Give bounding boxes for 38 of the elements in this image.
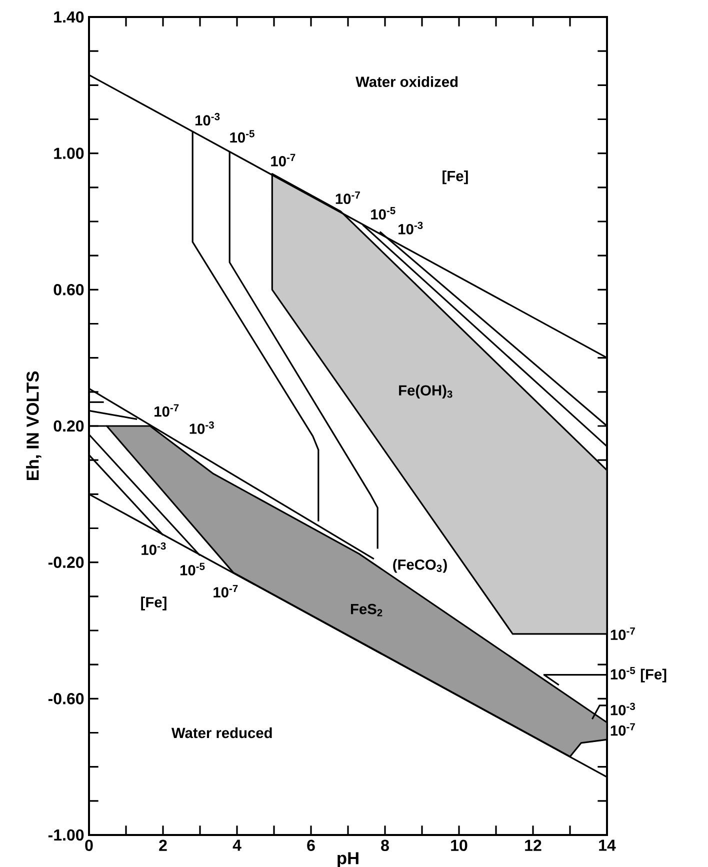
annotation: 10$^{-3}$ xyxy=(195,112,220,126)
annotation: [Fe] xyxy=(141,596,166,610)
annotation: Fe(OH)$_{3}$ xyxy=(399,384,452,398)
x-tick-label: 2 xyxy=(159,840,167,851)
y-axis-title: Eh, IN VOLTS xyxy=(26,371,42,480)
annotation: 10$^{-5}$ xyxy=(180,562,205,576)
annotation: FeS$_{2}$ xyxy=(350,604,382,616)
annotation: 10$^{-5}$ xyxy=(230,130,254,143)
text: 10$^{-3}$ xyxy=(610,702,635,716)
x-tick-label: 10 xyxy=(451,840,468,852)
y-tick-label: 1.00 xyxy=(54,148,84,159)
text: 10$^{-5}$ [Fe] xyxy=(610,666,666,682)
x-tick-label: 0 xyxy=(85,840,93,852)
annotation: 10$^{-3}$ xyxy=(398,222,423,234)
annotation: [Fe] xyxy=(442,170,468,184)
text: 10$^{-7}$ xyxy=(610,723,635,736)
annotation: 10$^{-3}$ xyxy=(142,542,166,555)
y-tick-label: 1.40 xyxy=(54,11,84,23)
annotation: Water reduced xyxy=(171,727,272,738)
y-tick-label: 0.20 xyxy=(54,420,84,432)
annotation: (FeCO$_{3}$) xyxy=(393,559,447,573)
annotation: 10$^{-7}$ xyxy=(336,192,360,204)
text: 10$^{-7}$ xyxy=(610,628,635,640)
x-tick-label: 8 xyxy=(381,840,389,852)
annotation: Water oxidized xyxy=(356,76,458,87)
x-tick-label: 12 xyxy=(525,840,542,851)
x-tick-label: 6 xyxy=(307,840,315,852)
y-tick-label: -0.20 xyxy=(48,556,84,568)
annotation: 10$^{-7}$ xyxy=(271,154,296,166)
y-tick-label: -0.60 xyxy=(48,693,84,704)
annotation: 10$^{-3}$ xyxy=(190,421,214,434)
annotation: 10$^{-7}$ xyxy=(154,404,179,417)
y-tick-label: 0.60 xyxy=(54,284,84,296)
annotation: 10$^{-5}$ xyxy=(371,207,396,220)
x-tick-label: 4 xyxy=(232,840,242,851)
annotation: 10$^{-7}$ xyxy=(214,584,238,598)
x-tick-label: 14 xyxy=(599,840,616,851)
y-tick-label: -1.00 xyxy=(48,829,84,841)
